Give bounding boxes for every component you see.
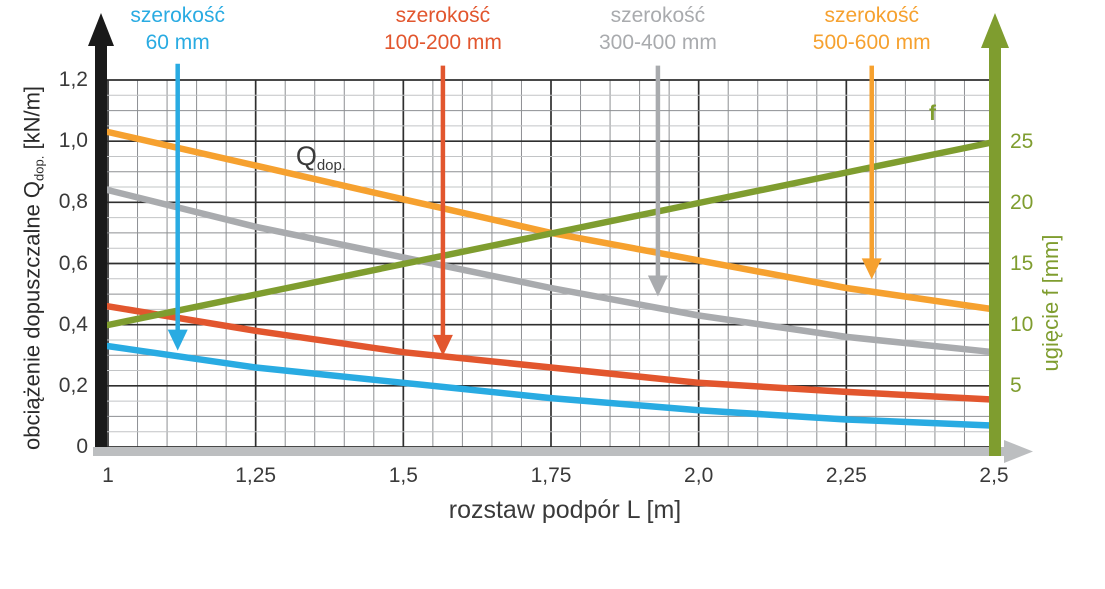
y-right-tick-label: 5 [1010,374,1022,397]
legend-100-200mm-line2: 100-200 mm [383,31,502,54]
y-right-tick-label: 25 [1010,130,1034,153]
legend-label-60mm: szerokość 60 mm [130,2,225,56]
y-left-tick-label: 0,8 [58,190,88,214]
x-axis-title: rozstaw podpór L [m] [448,496,682,524]
legend-300-400mm-line2: 300-400 mm [598,31,717,54]
y-left-title-sub: dop. [31,155,47,181]
x-tick-label: 2,0 [684,464,714,487]
y-left-tick-label: 1,0 [58,129,88,153]
legend-500-600mm-line2: 500-600 mm [812,31,931,54]
y-left-tick-label: 0,6 [58,251,88,275]
legend-label-500-600mm: szerokość 500-600 mm [813,2,931,56]
x-tick-label: 2,25 [825,464,867,487]
y-right-tick-label: 10 [1010,313,1034,336]
legend-label-100-200mm: szerokość 100-200 mm [384,2,502,56]
x-tick-label: 1,5 [388,464,418,487]
x-tick-label: 1,25 [235,464,277,487]
x-tick-label: 2,5 [979,464,1009,487]
y-right-tick-label: 15 [1010,252,1034,275]
y-left-tick-label: 1,2 [58,68,88,91]
legend-label-300-400mm: szerokość 300-400 mm [599,2,717,56]
qdop-annotation-main: Q [295,141,317,172]
y-left-tick-label: 0,2 [58,373,88,397]
y-axis-title-right: ugięcie f [mm] [1038,234,1063,372]
legend-100-200mm-line1: szerokość [395,4,491,27]
f-curve-annotation: f [929,102,936,126]
y-right-tick-label: 20 [1010,191,1034,214]
qdop-annotation-sub: dop. [316,157,347,175]
legend-60mm-line2: 60 mm [145,31,210,54]
x-tick-label: 1 [102,464,114,487]
legend-500-600mm-line1: szerokość [824,4,919,27]
y-left-tick-label: 0,4 [58,312,88,336]
f-annotation-text: f [929,102,937,126]
x-tick-label: 1,75 [530,464,572,487]
legend-60mm-line1: szerokość [130,4,225,27]
y-left-tick-label: 0 [76,435,88,458]
qdop-curve-annotation: Qdop. [296,141,346,174]
legend-300-400mm-line1: szerokość [610,4,706,27]
